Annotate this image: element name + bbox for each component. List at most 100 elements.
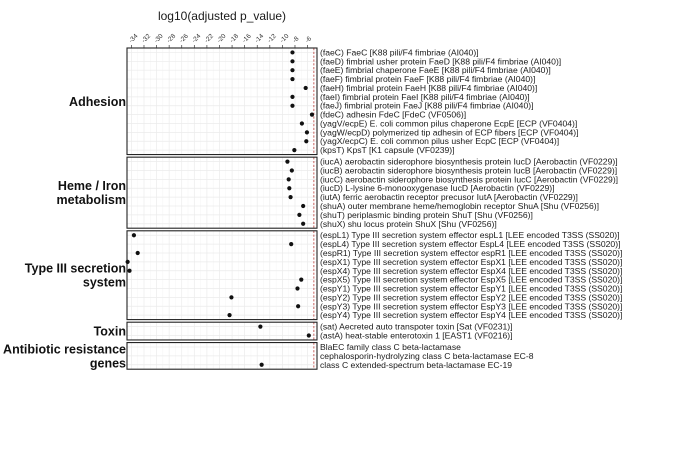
row-label: (espY3) Type III secretion system effect… bbox=[320, 301, 622, 311]
row-label: (iutA) ferric aerobactin receptor precus… bbox=[320, 192, 578, 202]
row-label: (espY4) Type III secretion system effect… bbox=[320, 310, 622, 320]
x-tick-label: -26 bbox=[178, 33, 190, 45]
group-labels: Adhesion Heme / Iron metabolism Type III se… bbox=[3, 95, 126, 371]
data-point bbox=[295, 286, 300, 291]
data-point bbox=[306, 333, 311, 338]
row-label: cephalosporin-hydrolyzing class C beta-l… bbox=[320, 351, 534, 361]
row-label: (espY1) Type III secretion system effect… bbox=[320, 284, 622, 294]
row-label: (astA) heat-stable enterotoxin 1 [EAST1 … bbox=[320, 331, 513, 341]
data-point bbox=[135, 250, 140, 256]
row-label: (iucC) aerobactin siderophore biosynthes… bbox=[320, 174, 618, 184]
panels bbox=[126, 47, 318, 370]
chart-title: log10(adjusted p_value) bbox=[158, 9, 286, 23]
grid bbox=[127, 48, 317, 370]
data-point bbox=[259, 362, 264, 367]
row-label: (faeH) fimbrial protein FaeH [K88 pili/F… bbox=[320, 83, 537, 93]
data-point bbox=[304, 130, 310, 135]
data-point bbox=[290, 76, 295, 82]
group-label-line: Heme / Iron bbox=[58, 179, 126, 193]
group-label: Heme / Iron metabolism bbox=[57, 179, 126, 207]
data-point bbox=[290, 103, 295, 108]
row-label: (faeI) fimbrial protein FaeI [K88 pili/F… bbox=[320, 92, 530, 102]
row-label: (espY2) Type III secretion system effect… bbox=[320, 292, 622, 302]
x-tick-label: -32 bbox=[140, 33, 152, 45]
group-label-line: Antibiotic resistance bbox=[3, 342, 126, 356]
data-point bbox=[290, 50, 295, 55]
data-point bbox=[289, 242, 294, 247]
group-label: Type III secretion system bbox=[25, 262, 126, 290]
x-tick-label: -14 bbox=[254, 33, 266, 45]
data-point bbox=[127, 268, 132, 273]
group-label-line: genes bbox=[90, 356, 126, 370]
data-point bbox=[227, 313, 232, 318]
group-label-line: system bbox=[83, 276, 126, 290]
row-label: (faeD) fimbrial usher protein FaeD [K88 … bbox=[320, 56, 561, 66]
x-tick-label: -24 bbox=[191, 33, 203, 45]
data-point bbox=[299, 277, 304, 282]
data-point bbox=[301, 203, 306, 209]
data-point bbox=[286, 177, 291, 182]
data-point bbox=[131, 233, 137, 238]
data-point bbox=[289, 168, 294, 173]
row-label: (faeC) FaeC [K88 pili/F4 fimbriae (AI040… bbox=[320, 47, 479, 57]
row-label: (iucD) L-lysine 6-monooxygenase IucD [Ae… bbox=[320, 183, 555, 193]
panel-border bbox=[126, 156, 318, 229]
row-label: (faeJ) fimbrial protein FaeJ [K88 pili/F… bbox=[320, 101, 534, 111]
row-label: (faeE) fimbrial chaperone FaeE [K88 pili… bbox=[320, 65, 551, 75]
x-tick-label: -34 bbox=[128, 33, 140, 45]
data-point bbox=[287, 186, 292, 191]
row-label: (iucA) aerobactin siderophore biosynthes… bbox=[320, 157, 618, 167]
row-label: class C extended-spectrum beta-lactamase… bbox=[320, 360, 512, 370]
x-tick-label: -6 bbox=[304, 35, 313, 44]
data-point bbox=[292, 148, 297, 153]
x-tick-label: -18 bbox=[229, 33, 241, 45]
x-tick-label: -16 bbox=[241, 33, 253, 45]
data-point bbox=[309, 112, 315, 117]
panel-border bbox=[126, 342, 318, 370]
row-label: (kpsT) KpsT [K1 capsule (VF0239)] bbox=[320, 145, 455, 155]
data-point bbox=[303, 85, 308, 91]
group-label-line: Toxin bbox=[94, 325, 126, 339]
data-point bbox=[288, 195, 293, 200]
panel-border bbox=[126, 47, 318, 156]
x-tick-label: -12 bbox=[266, 33, 278, 45]
row-label: (shuA) outer membrane heme/hemoglobin re… bbox=[320, 201, 599, 211]
row-label: (iucB) aerobactin siderophore biosynthes… bbox=[320, 165, 617, 175]
panel-border bbox=[126, 321, 318, 341]
row-label: (espL1) Type III secretion system effect… bbox=[320, 230, 620, 240]
row-label: (espX1) Type III secretion system effect… bbox=[320, 257, 622, 267]
x-tick-label: -30 bbox=[153, 33, 165, 45]
row-labels: (faeC) FaeC [K88 pili/F4 fimbriae (AI040… bbox=[320, 47, 622, 369]
data-point bbox=[304, 139, 309, 144]
data-point bbox=[290, 68, 295, 73]
group-label-line: Type III secretion bbox=[25, 262, 126, 276]
group-label: Antibiotic resistance genes bbox=[3, 342, 126, 370]
data-point bbox=[297, 212, 302, 217]
row-label: (fdeC) adhesin FdeC [FdeC (VF0506)] bbox=[320, 110, 466, 120]
group-label-line: Adhesion bbox=[69, 95, 126, 109]
data-points bbox=[125, 50, 315, 367]
x-tick-label: -20 bbox=[216, 33, 228, 45]
row-label: (shuX) shu locus protein ShuX [Shu (VF02… bbox=[320, 219, 497, 229]
group-label: Toxin bbox=[94, 325, 126, 339]
row-label: (espR1) Type III secretion system effect… bbox=[320, 248, 622, 258]
x-axis-ticks: -34 -32 -30 -28 -26 -24 -22 -20 -18 -16 -14 -12 -10-… bbox=[128, 33, 313, 48]
row-label: (sat) Aecreted auto transpoter toxin [Sa… bbox=[320, 322, 513, 332]
group-label-line: metabolism bbox=[57, 193, 126, 207]
group-label: Adhesion bbox=[69, 95, 126, 109]
x-tick-label: -22 bbox=[203, 33, 215, 45]
x-tick-label: -28 bbox=[166, 33, 178, 45]
row-label: BlaEC family class C beta-lactamase bbox=[320, 342, 461, 352]
data-point bbox=[290, 94, 295, 99]
row-label: (yagX/ecpC) E. coli common pilus usher E… bbox=[320, 136, 559, 146]
row-label: (yagV/ecpE) E. coli common pilus chapero… bbox=[320, 118, 577, 128]
data-point bbox=[290, 59, 295, 64]
row-label: (espX4) Type III secretion system effect… bbox=[320, 266, 622, 276]
x-tick-label: -8 bbox=[291, 35, 300, 44]
row-label: (espL4) Type III secretion system effect… bbox=[320, 239, 620, 249]
data-point bbox=[258, 324, 263, 329]
row-label: (espX5) Type III secretion system effect… bbox=[320, 275, 622, 285]
data-point bbox=[299, 121, 305, 126]
data-point bbox=[301, 221, 306, 226]
